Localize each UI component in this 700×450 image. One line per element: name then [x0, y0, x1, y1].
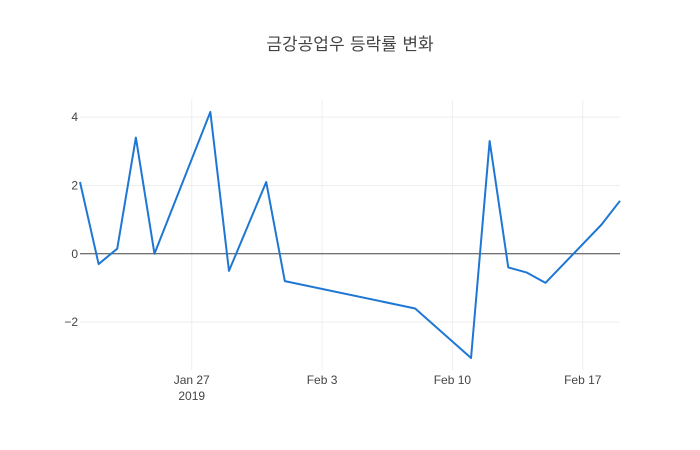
axis-layer: Jan 27 2019 Feb 3 Feb 10 Feb 17 4 2 0 −2: [64, 110, 601, 403]
x-tick-label: Jan 27: [174, 373, 210, 387]
x-tick-label: Feb 17: [564, 373, 602, 387]
x-tick-label: Feb 3: [307, 373, 338, 387]
x-tick-label: Feb 10: [434, 373, 472, 387]
y-tick-label: 0: [71, 247, 78, 261]
series-line: [79, 110, 621, 360]
y-tick-label: −2: [64, 315, 78, 329]
y-tick-label: 2: [71, 178, 78, 192]
x-tick-sublabel: 2019: [178, 389, 205, 403]
series-layer: [79, 110, 621, 360]
y-tick-label: 4: [71, 110, 78, 124]
chart-title: 금강공업우 등락률 변화: [266, 35, 434, 55]
grid-layer: [80, 100, 620, 370]
